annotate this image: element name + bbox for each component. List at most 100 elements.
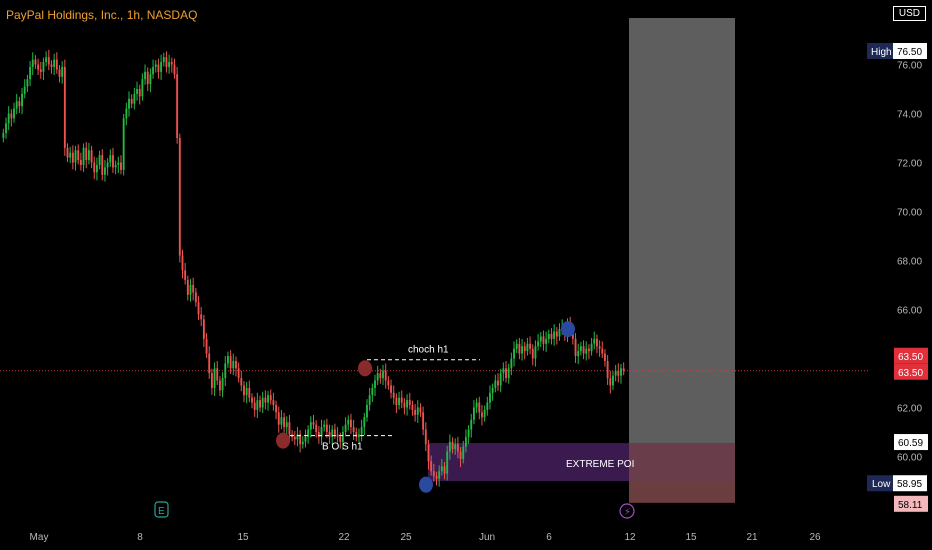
- candle-body: [245, 387, 248, 396]
- projection-box: [629, 18, 735, 444]
- candle-body: [355, 432, 358, 437]
- candle-body: [505, 368, 507, 379]
- currency-button[interactable]: USD: [892, 6, 926, 21]
- candle-body: [69, 152, 72, 158]
- candle-body: [136, 89, 138, 94]
- candle-body: [478, 402, 481, 413]
- candle-body: [90, 150, 93, 163]
- candle-body: [267, 395, 269, 403]
- candle-body: [269, 395, 272, 401]
- candle-body: [358, 434, 360, 437]
- extreme-poi-label: EXTREME POI: [566, 459, 634, 470]
- candle-body: [537, 341, 540, 347]
- candle-body: [614, 370, 617, 376]
- candle-body: [15, 101, 18, 109]
- candle-body: [251, 397, 253, 403]
- candle-body: [77, 150, 80, 161]
- y-tick-label: 66.00: [897, 306, 922, 317]
- price-tag-bg: [894, 363, 928, 380]
- candle-body: [494, 380, 497, 388]
- candle-body: [595, 338, 598, 347]
- candle-body: [61, 66, 64, 77]
- candle-body: [280, 417, 283, 425]
- candle-body: [288, 422, 291, 435]
- candle-body: [243, 385, 245, 396]
- high-tag-label: High: [871, 47, 892, 58]
- swing-high-marker: [358, 360, 372, 377]
- y-tick-label: 74.00: [897, 110, 922, 121]
- candle-body: [403, 402, 406, 408]
- candle-body: [454, 444, 457, 450]
- candle-body: [462, 446, 465, 459]
- candle-body: [122, 118, 125, 170]
- candle-body: [328, 432, 331, 437]
- earnings-icon: [154, 501, 169, 518]
- candle-body: [515, 343, 518, 349]
- candle-body: [622, 368, 625, 371]
- bos-label: B O S h1: [322, 442, 363, 453]
- candle-body: [521, 346, 523, 354]
- candle-body: [42, 62, 45, 72]
- candle-body: [400, 397, 403, 403]
- candle-body: [542, 336, 545, 344]
- candle-body: [138, 89, 141, 97]
- candle-body: [555, 331, 558, 337]
- x-tick-label: 25: [400, 532, 412, 543]
- candle-body: [63, 66, 66, 148]
- candle-body: [336, 434, 339, 437]
- candle-body: [539, 336, 542, 342]
- candle-body: [344, 424, 347, 432]
- candle-body: [366, 405, 368, 418]
- x-tick-label: 21: [746, 532, 758, 543]
- candle-body: [53, 59, 56, 67]
- candle-body: [307, 429, 310, 437]
- candle-body: [66, 147, 69, 158]
- candle-body: [481, 412, 483, 418]
- candle-body: [85, 147, 88, 161]
- candle-body: [475, 402, 478, 408]
- candle-body: [45, 57, 48, 63]
- candle-body: [612, 375, 614, 386]
- candle-body: [272, 400, 275, 406]
- choch-label: choch h1: [408, 345, 449, 356]
- high-value-bg: [893, 43, 927, 59]
- candle-body: [489, 392, 491, 403]
- candle-body: [416, 407, 419, 415]
- candle-body: [574, 338, 577, 357]
- candle-body: [235, 360, 237, 369]
- candle-body: [13, 108, 15, 119]
- low-value: 58.95: [897, 479, 922, 490]
- dividend-icon-glyph: ⚡: [624, 507, 631, 518]
- extreme-low-marker: [419, 476, 433, 493]
- candle-body: [275, 405, 278, 413]
- candle-body: [168, 62, 171, 67]
- candle-body: [419, 407, 422, 413]
- price-tag: 60.59: [898, 438, 923, 449]
- candle-body: [165, 57, 168, 67]
- candle-body: [149, 74, 152, 85]
- candle-body: [446, 451, 449, 474]
- candle-body: [497, 380, 499, 386]
- candle-body: [39, 69, 42, 72]
- candle-body: [181, 255, 184, 271]
- candle-body: [240, 378, 243, 386]
- candle-body: [472, 407, 475, 420]
- candle-body: [585, 348, 588, 354]
- candle-body: [104, 167, 106, 175]
- candle-body: [341, 432, 344, 442]
- high-tag-bg: [867, 43, 893, 59]
- candle-body: [352, 427, 355, 432]
- candle-body: [368, 395, 371, 406]
- candle-body: [293, 436, 296, 440]
- y-tick-label: 70.00: [897, 208, 922, 219]
- candle-body: [398, 397, 400, 406]
- candle-body: [432, 471, 435, 477]
- y-tick-label: 60.00: [897, 453, 922, 464]
- candle-body: [229, 356, 232, 369]
- candle-body: [491, 387, 494, 393]
- candle-body: [248, 387, 251, 398]
- candle-body: [29, 66, 32, 80]
- candle-body: [109, 155, 112, 163]
